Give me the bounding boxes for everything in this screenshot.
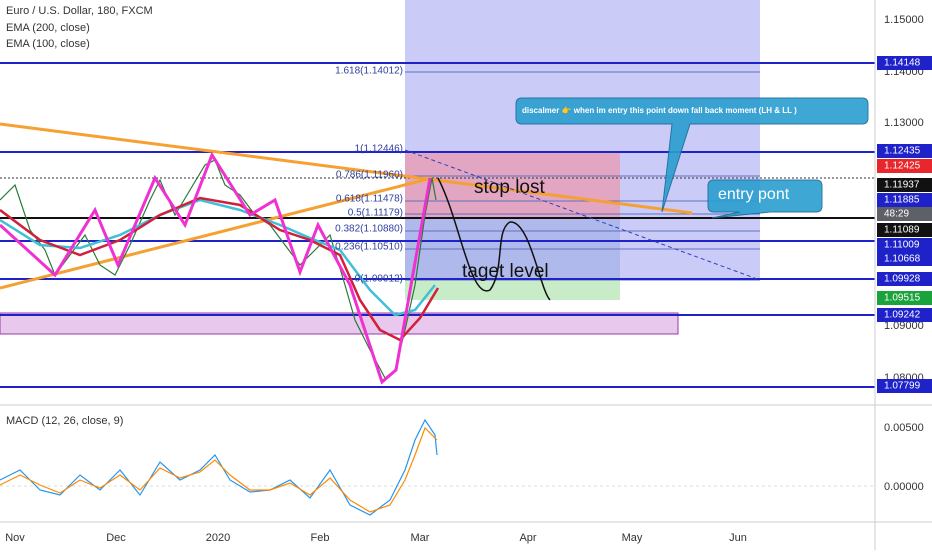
price-tag-bg [877,193,932,207]
price-tag-bg [877,379,932,393]
price-tag: 1.11937 [884,180,920,191]
price-tag: 1.11089 [884,225,920,236]
price-tag: 1.09242 [884,310,921,321]
indicator: EMA (200, close) [6,22,90,34]
time-tick: Mar [411,532,430,544]
time-tick: Apr [519,532,536,544]
trend-line [0,176,433,290]
fib-label: 1.618(1.14012) [335,66,403,77]
price-tag: 1.11885 [884,195,920,206]
ema-200 [0,196,440,342]
macd-tick: 0.00500 [884,422,924,434]
fib-label: 0(1.09912) [355,274,403,285]
time-tick: Dec [106,532,126,544]
trend-line [0,122,693,215]
fib-label: 0.382(1.10880) [335,224,403,235]
fib-label: 0.786(1.11960) [336,170,403,181]
price-tag-bg [877,238,932,252]
levels [0,62,875,388]
price-tick: 1.13000 [884,117,924,129]
signal-line [0,426,438,513]
price-tag: 1.14148 [884,58,921,69]
fib-label: 1(1.12446) [355,144,403,155]
price-tag-bg [877,159,932,173]
target-extension [405,280,620,300]
price-tag: 1.11009 [884,240,920,251]
annotation: entry pont [718,186,790,203]
macd-title: MACD (12, 26, close, 9) [6,415,123,427]
price-tag-bg [877,223,932,237]
price-tag: 1.10668 [884,254,921,265]
price-tag: 48:29 [884,209,909,220]
price-tag-bg [877,207,932,221]
zigzag [0,151,432,385]
time-tick: May [622,532,643,544]
drawing [437,177,551,301]
price-tick: 1.15000 [884,14,924,26]
price-tick: 1.09000 [884,320,924,332]
dashed-line [404,149,761,281]
price-tag-bg [877,252,932,266]
price-tag: 1.12425 [884,161,921,172]
annotation: discalmer 👉 when im entry this point dow… [522,106,797,115]
price-tag: 1.12435 [884,146,921,157]
price-tag: 1.07799 [884,381,921,392]
time-tick: Jun [729,532,747,544]
price-tag-bg [877,144,932,158]
support-zone [0,312,679,335]
fib-label: 0.618(1.11478) [336,194,403,205]
price-tag-bg [877,291,932,305]
macd-line [0,418,438,516]
time-tick: 2020 [206,532,230,544]
price-tag: 1.09928 [884,274,921,285]
annotation: taget level [462,261,549,282]
price-tag-bg [877,178,932,192]
time-tick: Nov [5,532,25,544]
entry-callout [707,179,823,219]
price-tag-bg [877,56,932,70]
fib-label: 0.236(1.10510) [335,242,403,253]
time-tick: Feb [311,532,330,544]
fib-label: 0.5(1.11179) [348,208,403,219]
price-tag-bg [877,308,932,322]
indicator: EMA (100, close) [6,38,90,50]
price-tag-bg [877,272,932,286]
disclaimer-callout [515,97,869,213]
chart-title: Euro / U.S. Dollar, 180, FXCM [6,5,153,17]
annotation: stop lost [474,177,545,198]
macd-tick: 0.00000 [884,481,924,493]
price-tag: 1.09515 [884,293,921,304]
